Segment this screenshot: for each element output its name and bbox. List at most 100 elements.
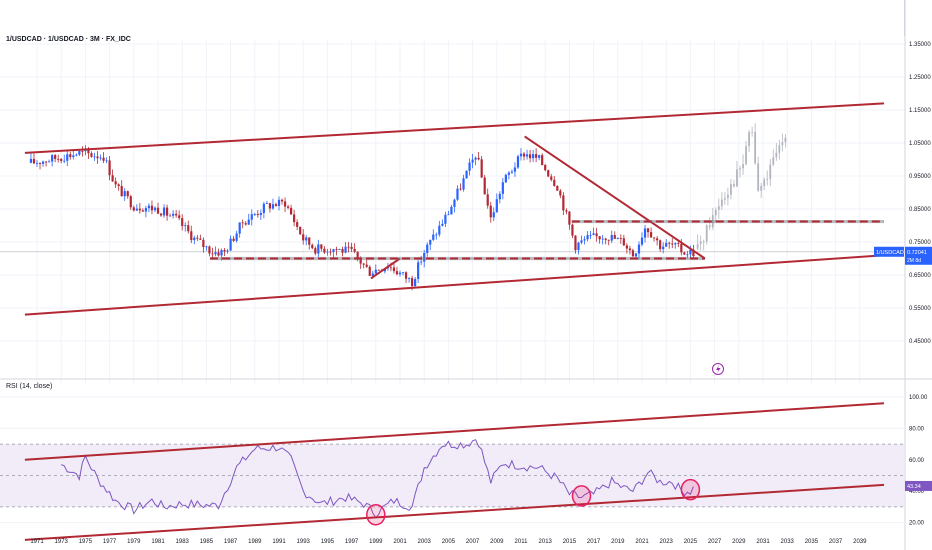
rsi-highlight-circle — [571, 485, 592, 507]
candle — [377, 269, 380, 271]
candle — [586, 235, 589, 240]
time-tick-label: 1981 — [151, 539, 165, 545]
time-tick-label: 2013 — [539, 539, 553, 545]
rsi-lower-line[interactable] — [24, 483, 885, 541]
upper-channel-line[interactable] — [24, 102, 885, 154]
candle — [41, 161, 45, 164]
candle — [63, 160, 66, 162]
candle — [435, 234, 438, 236]
candle — [541, 155, 544, 165]
projection-candle — [696, 244, 699, 249]
candle — [150, 205, 154, 211]
candle — [208, 246, 211, 254]
descending-resistance-line[interactable] — [524, 135, 706, 260]
projection-candle — [772, 157, 775, 165]
candle — [649, 232, 653, 238]
candle — [84, 149, 87, 152]
candle — [232, 238, 235, 241]
candle — [323, 248, 326, 253]
time-tick-label: 2005 — [442, 539, 456, 545]
time-tick-label: 2027 — [708, 539, 722, 545]
candle — [628, 248, 631, 251]
rsi-highlight-circle — [680, 478, 701, 501]
candle — [172, 213, 175, 216]
candle — [562, 195, 565, 211]
candle — [495, 199, 498, 213]
candle — [238, 222, 241, 234]
candle — [441, 223, 444, 226]
candle — [619, 237, 622, 239]
candle — [689, 249, 692, 255]
candle — [507, 172, 510, 175]
candle — [271, 204, 275, 209]
rsi-tick-label: 100.00 — [909, 395, 928, 401]
rsi-band — [0, 443, 905, 508]
projection-candle — [784, 137, 787, 143]
candle — [280, 199, 284, 202]
candle — [607, 239, 610, 241]
candle — [141, 210, 144, 212]
candle — [474, 157, 477, 160]
rsi-badge-value: 43.34 — [907, 484, 921, 490]
time-tick-label: 2001 — [393, 539, 407, 545]
candle — [356, 251, 359, 258]
candle — [344, 246, 347, 253]
candle — [637, 244, 641, 254]
candle — [438, 225, 441, 235]
candle — [429, 239, 432, 245]
candle — [477, 157, 480, 160]
time-tick-label: 2017 — [587, 539, 601, 545]
candle — [550, 176, 553, 180]
candle — [99, 157, 102, 159]
lower-channel-line[interactable] — [24, 254, 885, 316]
rsi-indicator-title[interactable]: RSI (14, close) — [6, 383, 53, 390]
lightning-icon[interactable] — [712, 363, 724, 375]
candle — [332, 249, 335, 252]
candle — [671, 243, 674, 245]
candle — [108, 160, 111, 176]
time-tick-label: 1987 — [224, 539, 238, 545]
candle — [259, 212, 262, 216]
candle — [544, 164, 547, 171]
candle — [622, 238, 625, 246]
candle — [329, 251, 332, 253]
candle — [217, 252, 220, 256]
candle — [326, 251, 329, 253]
candle — [48, 161, 51, 163]
rising-segment-line[interactable] — [370, 257, 401, 280]
candle — [662, 246, 665, 250]
candle — [610, 235, 613, 241]
badges: 1/USDCAD 0.72041 2M 8d 43.34 — [874, 246, 932, 491]
candle — [604, 238, 607, 240]
candle — [250, 214, 253, 220]
time-tick-label: 2035 — [805, 539, 819, 545]
time-tick-label: 2037 — [829, 539, 843, 545]
time-tick-label: 2033 — [781, 539, 795, 545]
candle — [268, 203, 272, 209]
time-tick-label: 1971 — [30, 539, 44, 545]
price-candles — [29, 145, 695, 291]
rsi-upper-line[interactable] — [24, 402, 885, 461]
candle — [317, 244, 320, 254]
candle — [93, 156, 96, 158]
price-tick-label: 0.85000 — [909, 207, 931, 213]
candle — [401, 272, 405, 274]
candle — [417, 262, 420, 279]
candle — [556, 185, 559, 191]
candle — [305, 237, 308, 241]
time-tick-label: 1975 — [79, 539, 93, 545]
rsi-badge-bg — [905, 480, 932, 491]
candle — [426, 244, 429, 253]
candle — [111, 175, 114, 182]
candle — [665, 242, 668, 247]
candle — [132, 207, 135, 211]
candle — [592, 233, 595, 235]
projection-candle — [736, 169, 738, 187]
candle — [492, 212, 495, 218]
candle — [60, 158, 63, 161]
candle — [211, 253, 214, 255]
candle — [674, 243, 677, 245]
candle — [244, 223, 247, 225]
candle — [283, 201, 287, 207]
